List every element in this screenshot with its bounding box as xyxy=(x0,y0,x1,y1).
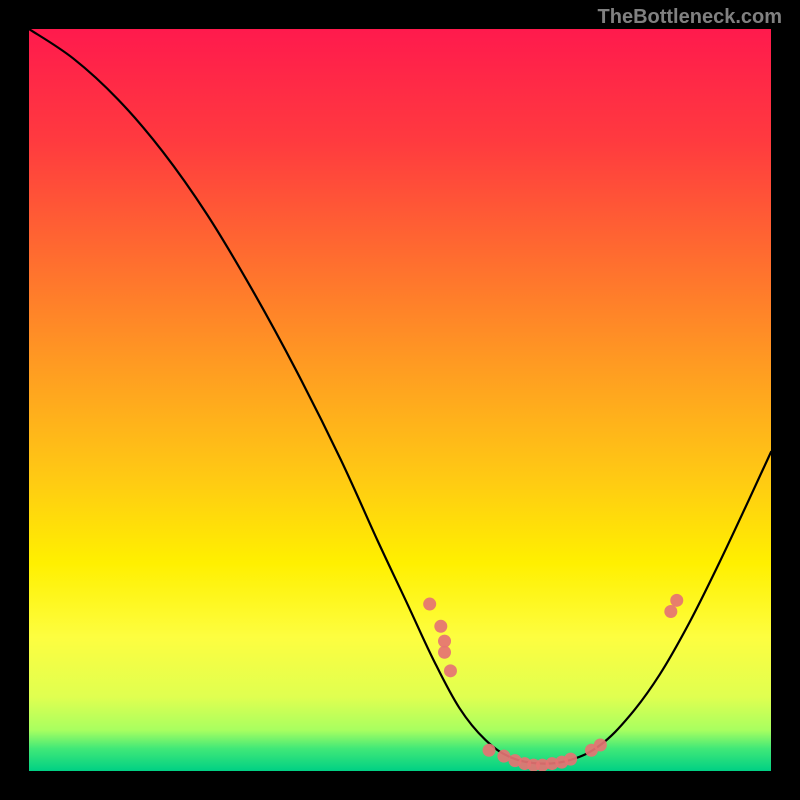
data-point xyxy=(438,635,451,648)
watermark-text: TheBottleneck.com xyxy=(598,6,782,29)
data-point xyxy=(497,750,510,763)
data-point xyxy=(664,605,677,618)
data-point xyxy=(670,594,683,607)
data-point xyxy=(438,646,451,659)
plot-area xyxy=(29,29,771,771)
bottleneck-curve xyxy=(29,29,771,764)
data-point xyxy=(444,664,457,677)
data-point xyxy=(594,739,607,752)
chart-frame: TheBottleneck.com xyxy=(0,0,800,800)
curve-layer xyxy=(29,29,771,771)
data-point xyxy=(483,744,496,757)
data-point xyxy=(423,598,436,611)
data-point xyxy=(564,753,577,766)
data-markers xyxy=(423,594,683,771)
data-point xyxy=(434,620,447,633)
